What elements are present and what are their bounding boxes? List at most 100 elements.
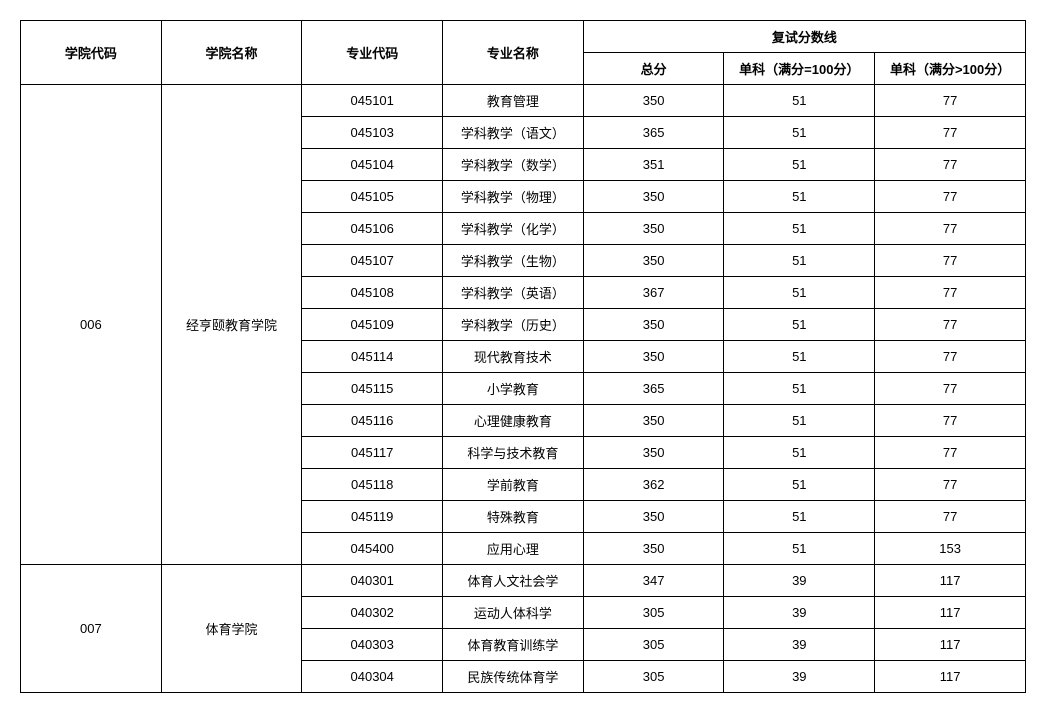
cell-sub-gt100: 77 <box>875 85 1026 117</box>
cell-major-name: 学科教学（物理） <box>443 181 584 213</box>
table-row: 006经亨颐教育学院045101教育管理3505177 <box>21 85 1026 117</box>
cell-total: 362 <box>583 469 724 501</box>
cell-sub-eq100: 51 <box>724 309 875 341</box>
table-row: 007体育学院040301体育人文社会学34739117 <box>21 565 1026 597</box>
cell-sub-eq100: 51 <box>724 213 875 245</box>
cell-major-name: 学前教育 <box>443 469 584 501</box>
cell-sub-gt100: 77 <box>875 373 1026 405</box>
cell-college-code: 007 <box>21 565 162 693</box>
cell-sub-gt100: 117 <box>875 565 1026 597</box>
cell-total: 350 <box>583 85 724 117</box>
cell-total: 367 <box>583 277 724 309</box>
cell-sub-gt100: 77 <box>875 149 1026 181</box>
cell-sub-gt100: 77 <box>875 341 1026 373</box>
cell-total: 350 <box>583 341 724 373</box>
cell-major-code: 045115 <box>302 373 443 405</box>
cell-major-name: 学科教学（历史） <box>443 309 584 341</box>
cell-sub-gt100: 77 <box>875 405 1026 437</box>
cell-major-code: 045108 <box>302 277 443 309</box>
cell-major-name: 学科教学（数学） <box>443 149 584 181</box>
cell-major-name: 小学教育 <box>443 373 584 405</box>
cell-sub-eq100: 51 <box>724 437 875 469</box>
cell-major-code: 045118 <box>302 469 443 501</box>
cell-sub-gt100: 77 <box>875 469 1026 501</box>
cell-major-name: 体育教育训练学 <box>443 629 584 661</box>
cell-major-name: 教育管理 <box>443 85 584 117</box>
cell-sub-eq100: 51 <box>724 277 875 309</box>
cell-major-name: 体育人文社会学 <box>443 565 584 597</box>
cell-sub-gt100: 77 <box>875 181 1026 213</box>
cell-sub-eq100: 51 <box>724 245 875 277</box>
cell-total: 350 <box>583 533 724 565</box>
header-college-name: 学院名称 <box>161 21 302 85</box>
cell-major-code: 045114 <box>302 341 443 373</box>
cell-major-code: 045106 <box>302 213 443 245</box>
cell-sub-gt100: 117 <box>875 661 1026 693</box>
cell-major-code: 040304 <box>302 661 443 693</box>
cell-sub-gt100: 77 <box>875 437 1026 469</box>
cell-major-name: 学科教学（语文） <box>443 117 584 149</box>
cell-major-name: 学科教学（英语） <box>443 277 584 309</box>
cell-major-code: 045109 <box>302 309 443 341</box>
cell-sub-eq100: 51 <box>724 85 875 117</box>
cell-major-code: 040301 <box>302 565 443 597</box>
cell-major-code: 045400 <box>302 533 443 565</box>
header-college-code: 学院代码 <box>21 21 162 85</box>
cell-sub-eq100: 51 <box>724 469 875 501</box>
cell-college-name: 体育学院 <box>161 565 302 693</box>
cell-total: 305 <box>583 597 724 629</box>
cell-sub-eq100: 39 <box>724 565 875 597</box>
cell-total: 350 <box>583 309 724 341</box>
cell-major-code: 040303 <box>302 629 443 661</box>
cell-sub-gt100: 77 <box>875 117 1026 149</box>
cell-major-code: 045107 <box>302 245 443 277</box>
cell-sub-gt100: 117 <box>875 597 1026 629</box>
cell-college-code: 006 <box>21 85 162 565</box>
cell-sub-eq100: 39 <box>724 629 875 661</box>
cell-major-name: 民族传统体育学 <box>443 661 584 693</box>
cell-major-code: 045104 <box>302 149 443 181</box>
table-header: 学院代码 学院名称 专业代码 专业名称 复试分数线 总分 单科（满分=100分）… <box>21 21 1026 85</box>
cell-major-name: 特殊教育 <box>443 501 584 533</box>
header-score-group: 复试分数线 <box>583 21 1025 53</box>
cell-major-name: 学科教学（生物） <box>443 245 584 277</box>
cell-major-name: 学科教学（化学） <box>443 213 584 245</box>
cell-sub-gt100: 77 <box>875 309 1026 341</box>
cell-sub-eq100: 51 <box>724 181 875 213</box>
header-sub-eq100: 单科（满分=100分） <box>724 53 875 85</box>
header-sub-gt100: 单科（满分>100分） <box>875 53 1026 85</box>
cell-total: 305 <box>583 661 724 693</box>
cell-total: 347 <box>583 565 724 597</box>
admission-score-table: 学院代码 学院名称 专业代码 专业名称 复试分数线 总分 单科（满分=100分）… <box>20 20 1026 693</box>
cell-sub-eq100: 39 <box>724 597 875 629</box>
cell-major-name: 心理健康教育 <box>443 405 584 437</box>
cell-total: 350 <box>583 501 724 533</box>
cell-major-code: 045119 <box>302 501 443 533</box>
cell-sub-eq100: 51 <box>724 533 875 565</box>
cell-major-code: 045116 <box>302 405 443 437</box>
cell-sub-gt100: 153 <box>875 533 1026 565</box>
cell-major-name: 应用心理 <box>443 533 584 565</box>
cell-major-code: 045103 <box>302 117 443 149</box>
cell-sub-eq100: 51 <box>724 341 875 373</box>
cell-major-code: 040302 <box>302 597 443 629</box>
cell-sub-eq100: 51 <box>724 117 875 149</box>
cell-total: 365 <box>583 373 724 405</box>
cell-major-code: 045101 <box>302 85 443 117</box>
cell-total: 350 <box>583 245 724 277</box>
cell-major-name: 现代教育技术 <box>443 341 584 373</box>
cell-total: 350 <box>583 181 724 213</box>
header-major-code: 专业代码 <box>302 21 443 85</box>
cell-sub-eq100: 39 <box>724 661 875 693</box>
header-total-score: 总分 <box>583 53 724 85</box>
cell-major-code: 045105 <box>302 181 443 213</box>
cell-total: 350 <box>583 405 724 437</box>
cell-total: 351 <box>583 149 724 181</box>
table-body: 006经亨颐教育学院045101教育管理3505177045103学科教学（语文… <box>21 85 1026 693</box>
header-major-name: 专业名称 <box>443 21 584 85</box>
cell-sub-gt100: 77 <box>875 501 1026 533</box>
cell-total: 350 <box>583 213 724 245</box>
cell-sub-gt100: 77 <box>875 245 1026 277</box>
cell-sub-eq100: 51 <box>724 405 875 437</box>
cell-sub-eq100: 51 <box>724 501 875 533</box>
